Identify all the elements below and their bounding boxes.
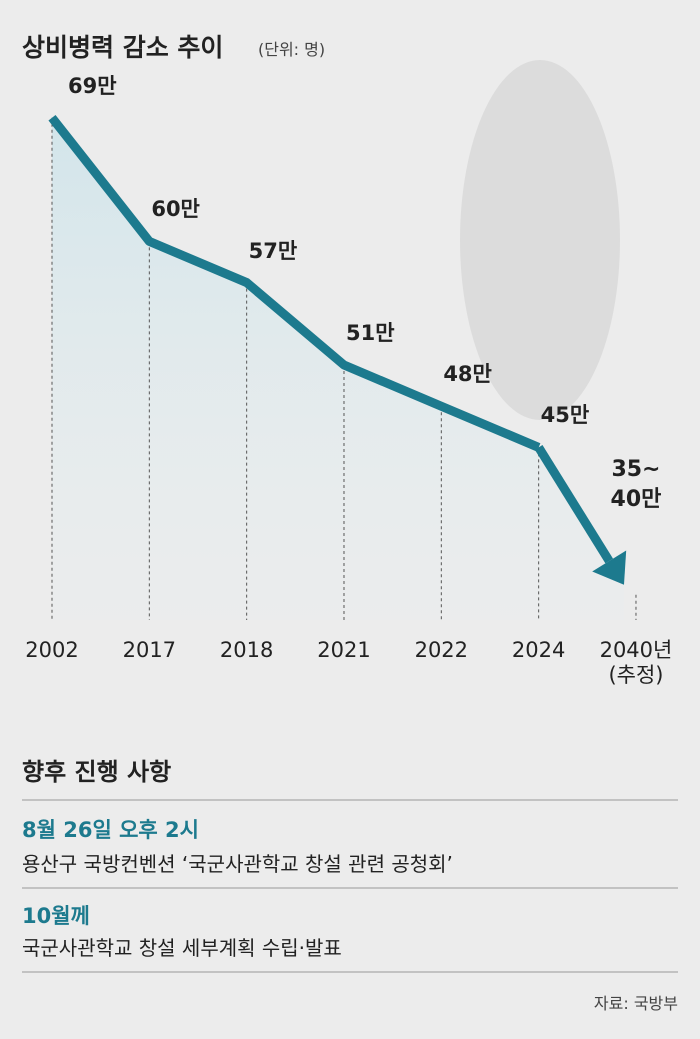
estimate-arrow-shaft [534, 445, 614, 564]
x-tick-label: 2022 [414, 638, 469, 662]
value-label: 57만 [248, 238, 298, 263]
soldier-silhouette [460, 60, 620, 420]
chart-title: 상비병력 감소 추이 [22, 33, 224, 62]
source: 자료: 국방부 [593, 994, 678, 1013]
x-tick-label: 2021 [317, 638, 371, 662]
schedule-desc: 용산구 국방컨벤션 ‘국군사관학교 창설 관련 공청회’ [22, 852, 453, 876]
estimate-arrow-head [592, 550, 627, 585]
line [48, 114, 541, 452]
x-tick-label: 2024 [511, 638, 566, 662]
value-label: 45만 [540, 403, 590, 428]
area [52, 117, 624, 620]
x-tick-label: 2018 [219, 638, 274, 662]
schedule-desc: 국군사관학교 창설 세부계획 수립·발표 [22, 936, 342, 960]
schedule-title: 향후 진행 사항 [22, 758, 172, 786]
x-tick-label: 2002 [25, 638, 79, 662]
value-label: 69만 [68, 73, 117, 98]
x-tick-label: 2040년 (추정) [599, 638, 673, 687]
chart-subtitle: (단위: 명) [258, 40, 326, 59]
value-label: 51만 [345, 321, 395, 345]
schedule-date: 10월께 [22, 904, 90, 928]
estimate-label: 35~ 40만 [610, 457, 662, 512]
value-label: 48만 [443, 362, 492, 387]
value-label: 60만 [151, 197, 200, 222]
x-tick-label: 2017 [122, 638, 177, 662]
schedule-date: 8월 26일 오후 2시 [22, 818, 199, 842]
